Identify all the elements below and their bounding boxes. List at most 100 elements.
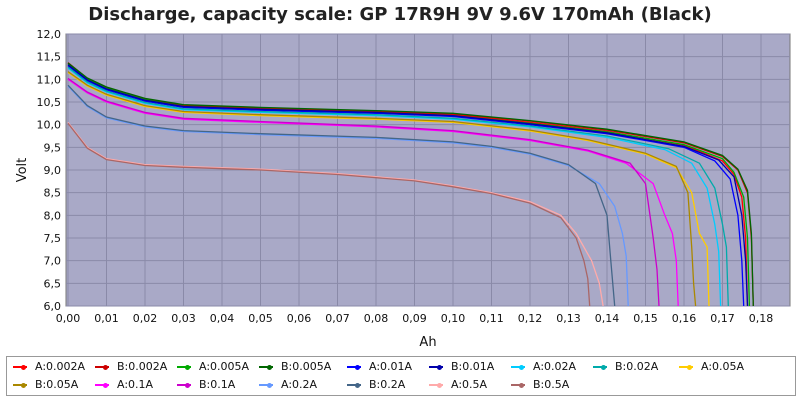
legend-marker	[21, 382, 26, 388]
x-tick-label: 0,11	[479, 312, 504, 325]
x-tick-label: 0,14	[595, 312, 620, 325]
legend-item: A:0.05A	[679, 360, 744, 373]
chart-plot: 0,00 0,01 0,02 0,03 0,04 0,05 0,06 0,07 0,08 0,09…	[15, 28, 791, 350]
legend-swatch	[593, 366, 607, 368]
legend-marker	[103, 364, 108, 370]
series-line-b-0-02a	[67, 66, 729, 306]
legend-item: A:0.5A	[429, 378, 487, 391]
legend-label: B:0.01A	[451, 360, 495, 373]
x-tick-label: 0,01	[94, 312, 119, 325]
legend-item: A:0.02A	[511, 360, 576, 373]
legend-label: B:0.1A	[199, 378, 236, 391]
legend-item: B:0.5A	[511, 378, 569, 391]
x-tick-label: 0,18	[749, 312, 774, 325]
x-tick-label: 0,07	[325, 312, 350, 325]
y-tick-label: 11,0	[37, 73, 62, 86]
legend-item: A:0.005A	[177, 360, 249, 373]
legend-item: B:0.02A	[593, 360, 658, 373]
legend-marker	[185, 364, 190, 370]
legend-label: A:0.5A	[451, 378, 488, 391]
legend-label: A:0.1A	[117, 378, 154, 391]
series-lines	[67, 62, 754, 306]
y-tick-label: 6,5	[44, 277, 62, 290]
x-tick-label: 0,08	[364, 312, 389, 325]
y-tick-label: 8,0	[44, 209, 62, 222]
legend-marker	[437, 382, 442, 388]
y-tick-label: 8,5	[44, 187, 62, 200]
legend-label: B:0.002A	[117, 360, 168, 373]
x-tick-label: 0,03	[171, 312, 196, 325]
legend-marker	[437, 364, 442, 370]
legend-swatch	[347, 384, 361, 386]
legend-label: A:0.2A	[281, 378, 318, 391]
legend-swatch	[347, 366, 361, 368]
legend-swatch	[429, 384, 443, 386]
series-line-b-0-05a	[67, 71, 697, 306]
legend-marker	[355, 382, 360, 388]
legend-swatch	[177, 384, 191, 386]
legend-swatch	[13, 384, 27, 386]
series-line-b-0-005a	[67, 62, 754, 306]
series-line-b-0-1a	[67, 77, 660, 306]
x-tick-label: 0,10	[441, 312, 466, 325]
legend-label: B:0.02A	[615, 360, 659, 373]
x-tick-label: 0,05	[248, 312, 273, 325]
legend-marker	[355, 364, 360, 370]
legend-item: B:0.01A	[429, 360, 494, 373]
series-line-b-0-01a	[67, 64, 749, 306]
legend-swatch	[429, 366, 443, 368]
series-line-b-0-5a	[67, 122, 591, 306]
legend-item: B:0.002A	[95, 360, 167, 373]
x-axis-title: Ah	[419, 335, 436, 350]
legend-marker	[21, 364, 26, 370]
grid-lines	[66, 33, 790, 307]
legend-swatch	[95, 384, 109, 386]
legend-label: B:0.2A	[369, 378, 406, 391]
y-tick-label: 10,5	[37, 96, 62, 109]
chart-title: Discharge, capacity scale: GP 17R9H 9V 9…	[88, 4, 712, 25]
y-tick-label: 7,0	[44, 255, 62, 268]
legend: A:0.002A B:0.002A A:0.005A B:0.005A A:0.01A B…	[6, 356, 796, 396]
y-tick-label: 9,5	[44, 141, 62, 154]
x-tick-label: 0,12	[518, 312, 543, 325]
y-tick-label: 10,0	[37, 119, 62, 132]
series-line-a-0-2a	[67, 85, 629, 306]
legend-item: B:0.1A	[177, 378, 235, 391]
x-tick-label: 0,17	[710, 312, 735, 325]
legend-marker	[687, 364, 692, 370]
legend-marker	[185, 382, 190, 388]
legend-item: A:0.002A	[13, 360, 85, 373]
legend-label: A:0.05A	[701, 360, 745, 373]
legend-swatch	[511, 384, 525, 386]
legend-marker	[267, 382, 272, 388]
legend-item: B:0.005A	[259, 360, 331, 373]
series-line-b-0-2a	[67, 84, 616, 306]
x-tick-label: 0,06	[287, 312, 312, 325]
legend-swatch	[259, 384, 273, 386]
legend-marker	[103, 382, 108, 388]
y-tick-label: 12,0	[37, 28, 62, 41]
series-line-a-0-05a	[67, 71, 710, 306]
legend-swatch	[13, 366, 27, 368]
series-line-a-0-01a	[67, 65, 745, 306]
x-tick-label: 0,16	[672, 312, 697, 325]
legend-marker	[519, 364, 524, 370]
legend-marker	[601, 364, 606, 370]
series-line-a-0-02a	[67, 67, 722, 306]
tick-labels: 0,00 0,01 0,02 0,03 0,04 0,05 0,06 0,07 0,08 0,09…	[37, 28, 774, 325]
y-tick-label: 7,5	[44, 232, 62, 245]
x-tick-label: 0,04	[210, 312, 235, 325]
x-tick-label: 0,09	[402, 312, 427, 325]
legend-label: B:0.05A	[35, 378, 79, 391]
legend-label: A:0.002A	[35, 360, 86, 373]
legend-item: B:0.05A	[13, 378, 78, 391]
x-tick-label: 0,15	[633, 312, 658, 325]
legend-label: A:0.005A	[199, 360, 250, 373]
legend-marker	[267, 364, 272, 370]
series-line-a-0-5a	[67, 122, 604, 306]
legend-label: A:0.02A	[533, 360, 577, 373]
legend-swatch	[259, 366, 273, 368]
legend-item: B:0.2A	[347, 378, 405, 391]
legend-swatch	[679, 366, 693, 368]
series-line-a-0-1a	[67, 78, 679, 306]
